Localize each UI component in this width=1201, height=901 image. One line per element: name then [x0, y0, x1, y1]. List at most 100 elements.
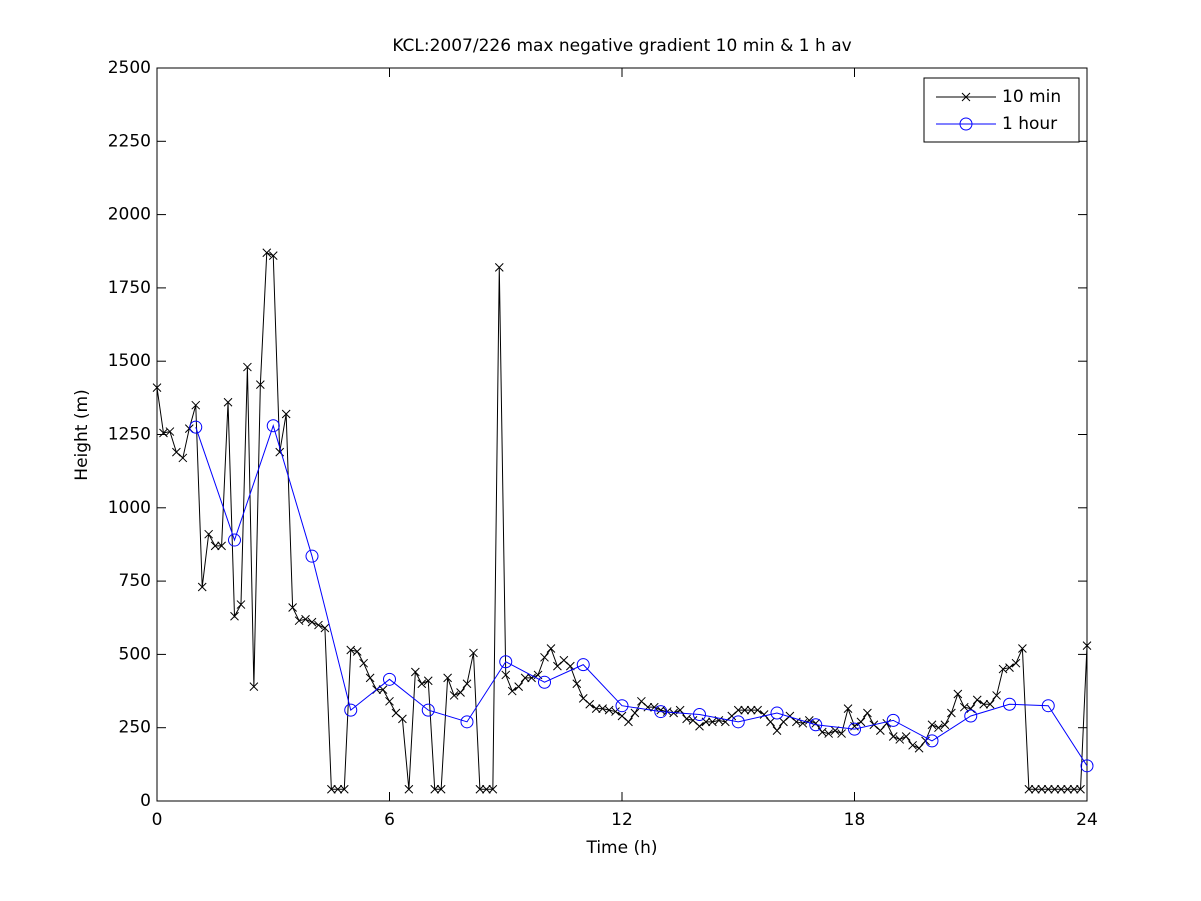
marker — [886, 713, 900, 727]
y-tick-label: 0 — [140, 791, 151, 811]
marker — [1076, 784, 1085, 794]
marker — [1018, 644, 1027, 653]
marker — [236, 600, 246, 609]
marker — [1063, 784, 1072, 794]
y-tick-label: 1000 — [108, 498, 151, 518]
marker — [1043, 784, 1053, 794]
marker — [964, 709, 978, 723]
marker — [966, 704, 976, 713]
marker — [572, 679, 582, 689]
marker — [882, 718, 892, 728]
marker — [624, 717, 633, 727]
marker — [385, 696, 394, 706]
marker — [809, 718, 823, 732]
x-tick-label: 6 — [384, 810, 395, 830]
marker — [824, 729, 834, 738]
marker — [514, 682, 524, 692]
marker — [1082, 641, 1092, 650]
marker — [770, 706, 784, 720]
marker — [462, 679, 472, 689]
marker — [288, 603, 297, 612]
marker — [189, 420, 203, 434]
marker — [488, 784, 498, 794]
marker — [482, 784, 491, 794]
marker — [947, 708, 956, 718]
marker — [249, 682, 259, 692]
marker — [460, 715, 474, 729]
marker — [972, 695, 982, 705]
marker — [410, 667, 420, 677]
marker — [1003, 697, 1016, 711]
marker — [1080, 759, 1094, 773]
marker — [1069, 784, 1079, 794]
marker — [398, 714, 407, 724]
x-axis-label: Time (h) — [585, 838, 657, 858]
marker — [927, 720, 937, 730]
marker — [1037, 784, 1047, 794]
y-tick-label: 2250 — [108, 131, 151, 151]
y-axis-label: Height (m) — [72, 389, 92, 480]
marker — [359, 658, 369, 668]
marker — [740, 705, 750, 715]
marker — [217, 541, 226, 551]
marker — [327, 784, 336, 794]
marker — [546, 644, 556, 653]
marker — [959, 117, 973, 131]
x-tick-label: 0 — [152, 810, 163, 830]
marker — [1041, 699, 1055, 713]
marker — [404, 784, 414, 794]
marker — [611, 707, 620, 716]
marker — [992, 691, 1001, 700]
marker — [262, 248, 272, 258]
marker — [804, 716, 814, 725]
marker — [456, 688, 465, 697]
marker — [888, 732, 898, 741]
marker — [848, 722, 861, 736]
y-tick-label: 500 — [119, 644, 151, 664]
marker — [766, 717, 775, 727]
marker — [914, 743, 924, 753]
marker — [423, 676, 433, 686]
marker — [693, 708, 706, 722]
marker — [469, 648, 478, 658]
marker — [895, 735, 905, 744]
marker — [443, 673, 452, 683]
legend-label: 10 min — [1002, 87, 1061, 107]
marker — [863, 708, 872, 718]
marker — [333, 784, 343, 794]
marker — [540, 652, 549, 662]
y-tick-label: 750 — [119, 571, 151, 591]
marker — [772, 726, 782, 735]
marker — [320, 623, 330, 633]
marker — [985, 699, 995, 709]
legend-box — [923, 77, 1080, 143]
marker — [281, 409, 291, 419]
y-tick-label: 2000 — [108, 205, 151, 225]
marker — [615, 699, 629, 713]
marker — [352, 647, 362, 656]
marker — [731, 715, 745, 729]
marker — [383, 672, 396, 686]
y-tick-label: 1250 — [108, 425, 151, 445]
marker — [1030, 784, 1040, 794]
marker — [152, 383, 162, 392]
x-tick-label: 18 — [844, 810, 866, 830]
marker — [925, 734, 939, 748]
marker — [421, 703, 435, 717]
marker — [934, 723, 943, 733]
marker — [305, 549, 319, 563]
marker — [733, 705, 743, 715]
marker — [1005, 663, 1014, 672]
marker — [538, 675, 551, 689]
marker — [243, 362, 252, 372]
marker — [417, 679, 427, 689]
marker — [585, 699, 595, 709]
marker — [953, 689, 963, 699]
marker — [746, 705, 756, 715]
marker — [430, 784, 440, 794]
marker — [301, 614, 310, 624]
y-tick-label: 2500 — [108, 58, 151, 78]
marker — [830, 726, 840, 735]
y-tick-label: 1750 — [108, 278, 151, 298]
